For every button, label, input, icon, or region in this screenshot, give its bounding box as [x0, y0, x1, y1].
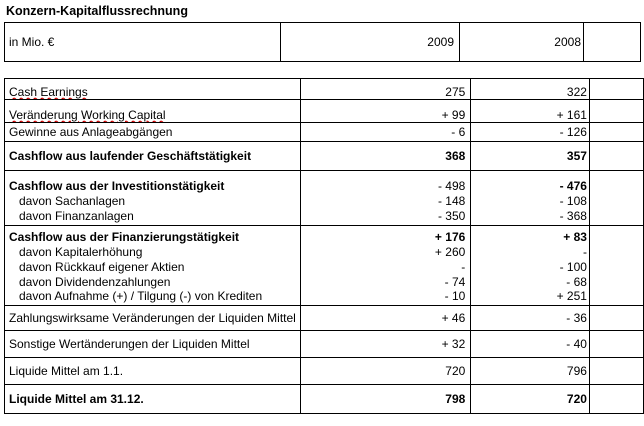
- row-label: davon Rückkauf eigener Aktien: [4, 259, 301, 274]
- value-2008: - 68: [470, 274, 590, 289]
- empty-cell: [588, 209, 644, 226]
- value-2009: - 6: [299, 122, 472, 142]
- empty-cell: [588, 274, 644, 289]
- row-label: davon Aufnahme (+) / Tilgung (-) von Kre…: [4, 289, 301, 306]
- header-row: in Mio. € 2009 2008: [4, 22, 641, 62]
- row-label: Sonstige Wertänderungen der Liquiden Mit…: [4, 330, 301, 358]
- value-2008: - 40: [470, 330, 590, 358]
- table-row: Zahlungswirksame Veränderungen der Liqui…: [4, 305, 644, 331]
- value-2009: + 32: [299, 330, 472, 358]
- value-2009: 720: [299, 357, 472, 385]
- empty-cell: [588, 122, 644, 142]
- table-row: Cashflow aus der Investitionstätigkeit -…: [4, 170, 644, 193]
- empty-cell: [588, 330, 644, 358]
- value-2009: 798: [299, 384, 472, 414]
- table-row: Liquide Mittel am 1.1. 720 796: [4, 357, 644, 385]
- table-row: Cashflow aus der Finanzierungstätigkeit …: [4, 225, 644, 244]
- value-2009: + 176: [299, 225, 472, 244]
- row-label-working-capital: Veränderung Working Capital: [4, 99, 301, 123]
- table-row: Liquide Mittel am 31.12. 798 720: [4, 384, 644, 414]
- year-2008-header: 2008: [459, 22, 584, 62]
- table-row: Cashflow aus laufender Geschäftstätigkei…: [4, 141, 644, 171]
- table-row: Cash Earnings 275 322: [4, 78, 644, 100]
- empty-cell: [588, 384, 644, 414]
- value-2008: - 36: [470, 305, 590, 331]
- value-2009: - 10: [299, 289, 472, 306]
- row-label: Cashflow aus laufender Geschäftstätigkei…: [4, 141, 301, 171]
- value-2008: + 251: [470, 289, 590, 306]
- value-2009: - 74: [299, 274, 472, 289]
- value-2008: - 126: [470, 122, 590, 142]
- table-row: davon Finanzanlagen - 350 - 368: [4, 209, 644, 226]
- value-2009: 275: [299, 78, 472, 100]
- value-2009: - 350: [299, 209, 472, 226]
- empty-cell: [588, 78, 644, 100]
- table-row: davon Rückkauf eigener Aktien - - 100: [4, 259, 644, 274]
- value-2009: + 46: [299, 305, 472, 331]
- value-2008: + 161: [470, 99, 590, 123]
- table-title: Konzern-Kapitalflussrechnung: [6, 4, 188, 18]
- value-2008: - 368: [470, 209, 590, 226]
- table-row: davon Dividendenzahlungen - 74 - 68: [4, 274, 644, 289]
- value-2008: 796: [470, 357, 590, 385]
- value-2009: -: [299, 259, 472, 274]
- empty-cell: [588, 99, 644, 123]
- empty-cell: [588, 170, 644, 193]
- cashflow-table: Cash Earnings 275 322 Veränderung Workin…: [4, 78, 644, 414]
- value-2008: - 108: [470, 193, 590, 209]
- row-label: davon Kapitalerhöhung: [4, 244, 301, 259]
- table-row: davon Sachanlagen - 148 - 108: [4, 193, 644, 209]
- value-2009: - 148: [299, 193, 472, 209]
- value-2009: - 498: [299, 170, 472, 193]
- unit-label: in Mio. €: [4, 22, 281, 62]
- table-row: davon Aufnahme (+) / Tilgung (-) von Kre…: [4, 289, 644, 306]
- table-row: Gewinne aus Anlageabgängen - 6 - 126: [4, 122, 644, 142]
- value-2008: + 83: [470, 225, 590, 244]
- year-2009-header: 2009: [280, 22, 460, 62]
- value-2008: 720: [470, 384, 590, 414]
- row-label: davon Sachanlagen: [4, 193, 301, 209]
- row-label-cash-earnings: Cash Earnings: [4, 78, 301, 100]
- table-row: Veränderung Working Capital + 99 + 161: [4, 99, 644, 123]
- row-label: Zahlungswirksame Veränderungen der Liqui…: [4, 305, 301, 331]
- value-2008: -: [470, 244, 590, 259]
- empty-cell: [583, 22, 641, 62]
- empty-cell: [588, 193, 644, 209]
- empty-cell: [588, 141, 644, 171]
- row-label: Cashflow aus der Finanzierungstätigkeit: [4, 225, 301, 244]
- empty-cell: [588, 259, 644, 274]
- empty-cell: [588, 225, 644, 244]
- row-label: Gewinne aus Anlageabgängen: [4, 122, 301, 142]
- empty-cell: [588, 244, 644, 259]
- row-label: Liquide Mittel am 1.1.: [4, 357, 301, 385]
- value-2009: 368: [299, 141, 472, 171]
- row-label: Cashflow aus der Investitionstätigkeit: [4, 170, 301, 193]
- row-label: davon Finanzanlagen: [4, 209, 301, 226]
- row-label: Liquide Mittel am 31.12.: [4, 384, 301, 414]
- value-2008: 322: [470, 78, 590, 100]
- table-row: davon Kapitalerhöhung + 260 -: [4, 244, 644, 259]
- value-2008: 357: [470, 141, 590, 171]
- row-label: davon Dividendenzahlungen: [4, 274, 301, 289]
- value-2009: + 99: [299, 99, 472, 123]
- empty-cell: [588, 289, 644, 306]
- value-2008: - 100: [470, 259, 590, 274]
- table-row: Sonstige Wertänderungen der Liquiden Mit…: [4, 330, 644, 358]
- header-table: in Mio. € 2009 2008: [4, 22, 641, 62]
- value-2008: - 476: [470, 170, 590, 193]
- value-2009: + 260: [299, 244, 472, 259]
- empty-cell: [588, 357, 644, 385]
- empty-cell: [588, 305, 644, 331]
